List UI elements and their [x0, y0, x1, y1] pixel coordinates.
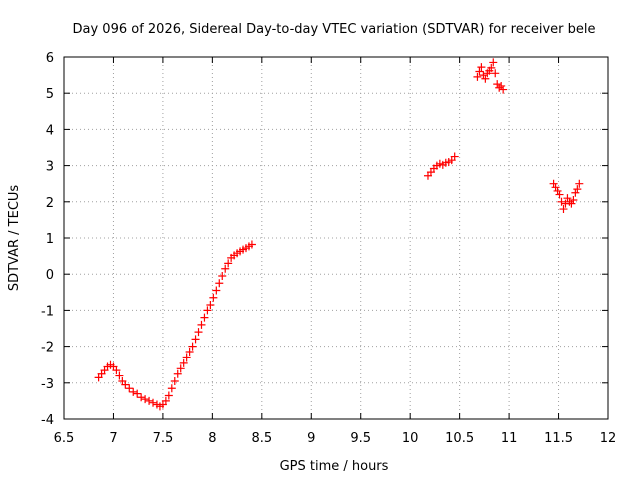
data-point — [206, 300, 215, 309]
data-point — [247, 240, 256, 249]
data-point — [487, 63, 496, 72]
data-point — [551, 183, 560, 192]
data-point — [209, 293, 218, 302]
data-point — [475, 67, 484, 76]
y-tick-label: -4 — [41, 413, 54, 428]
y-tick-label: 5 — [46, 87, 54, 102]
data-point — [557, 197, 566, 206]
data-point — [125, 384, 134, 393]
data-point — [491, 69, 500, 78]
y-tick-label: 1 — [46, 232, 54, 247]
x-tick-label: 8 — [208, 431, 216, 446]
y-tick-labels: -4 -3 -2 -1 0 1 2 3 4 5 6 — [41, 51, 54, 428]
data-point — [112, 366, 121, 375]
y-tick-label: 2 — [46, 196, 54, 211]
data-point — [549, 179, 558, 188]
y-tick-label: -3 — [41, 377, 54, 392]
x-tick-label: 10 — [402, 431, 419, 446]
y-tick-label: -1 — [41, 304, 54, 319]
data-point — [161, 396, 170, 405]
data-point — [191, 335, 200, 344]
x-tick-label: 11.5 — [544, 431, 573, 446]
x-tick-label: 12 — [600, 431, 617, 446]
data-point — [194, 328, 203, 337]
y-tick-label: -2 — [41, 341, 54, 356]
data-point — [495, 83, 504, 92]
data-point — [212, 286, 221, 295]
data-point — [167, 384, 176, 393]
data-point — [185, 348, 194, 357]
data-point — [473, 72, 482, 81]
x-tick-label: 9 — [307, 431, 315, 446]
data-point — [215, 279, 224, 288]
data-point — [569, 195, 578, 204]
y-tick-label: 4 — [46, 123, 54, 138]
data-point — [555, 190, 564, 199]
data-point — [489, 58, 498, 67]
data-point — [224, 259, 233, 268]
data-point — [481, 74, 490, 83]
x-tick-label: 7.5 — [153, 431, 174, 446]
y-axis-label: SDTVAR / TECUs — [7, 185, 22, 292]
data-point — [197, 320, 206, 329]
data-point — [218, 272, 227, 281]
data-point — [565, 197, 574, 206]
axis-ticks — [63, 56, 609, 420]
data-point — [203, 306, 212, 315]
data-point — [176, 364, 185, 373]
y-tick-label: 6 — [46, 51, 54, 66]
x-tick-label: 6.5 — [54, 431, 75, 446]
data-point — [149, 398, 158, 407]
data-point — [173, 369, 182, 378]
x-tick-label: 10.5 — [445, 431, 474, 446]
data-points — [94, 58, 584, 411]
data-point — [188, 342, 197, 351]
x-tick-label: 8.5 — [251, 431, 272, 446]
data-point — [200, 313, 209, 322]
data-point — [164, 391, 173, 400]
data-point — [170, 376, 179, 385]
chart-title: Day 096 of 2026, Sidereal Day-to-day VTE… — [73, 22, 596, 37]
data-point — [182, 353, 191, 362]
data-point — [567, 199, 576, 208]
data-point — [479, 71, 488, 80]
data-point — [571, 188, 580, 197]
x-tick-label: 11 — [501, 431, 518, 446]
data-point — [559, 205, 568, 214]
data-point — [499, 85, 508, 94]
x-axis-label: GPS time / hours — [280, 459, 389, 474]
data-point — [121, 380, 130, 389]
data-point — [133, 389, 142, 398]
data-point — [141, 395, 150, 404]
data-point — [477, 63, 486, 72]
y-tick-label: 0 — [46, 268, 54, 283]
data-point — [563, 194, 572, 203]
data-point — [450, 152, 459, 161]
data-point — [129, 387, 138, 396]
x-tick-label: 9.5 — [350, 431, 371, 446]
data-point — [497, 81, 506, 90]
data-point — [221, 264, 230, 273]
grid-lines — [64, 57, 608, 419]
data-point — [115, 371, 124, 380]
data-point — [573, 185, 582, 194]
y-tick-label: 3 — [46, 160, 54, 175]
data-point — [179, 358, 188, 367]
data-point — [575, 179, 584, 188]
x-tick-label: 7 — [109, 431, 117, 446]
data-point — [145, 396, 154, 405]
x-tick-labels: 6.5 7 7.5 8 8.5 9 9.5 10 10.5 11 11.5 12 — [54, 431, 617, 446]
data-point — [493, 80, 502, 89]
data-point — [137, 393, 146, 402]
data-point — [553, 186, 562, 195]
